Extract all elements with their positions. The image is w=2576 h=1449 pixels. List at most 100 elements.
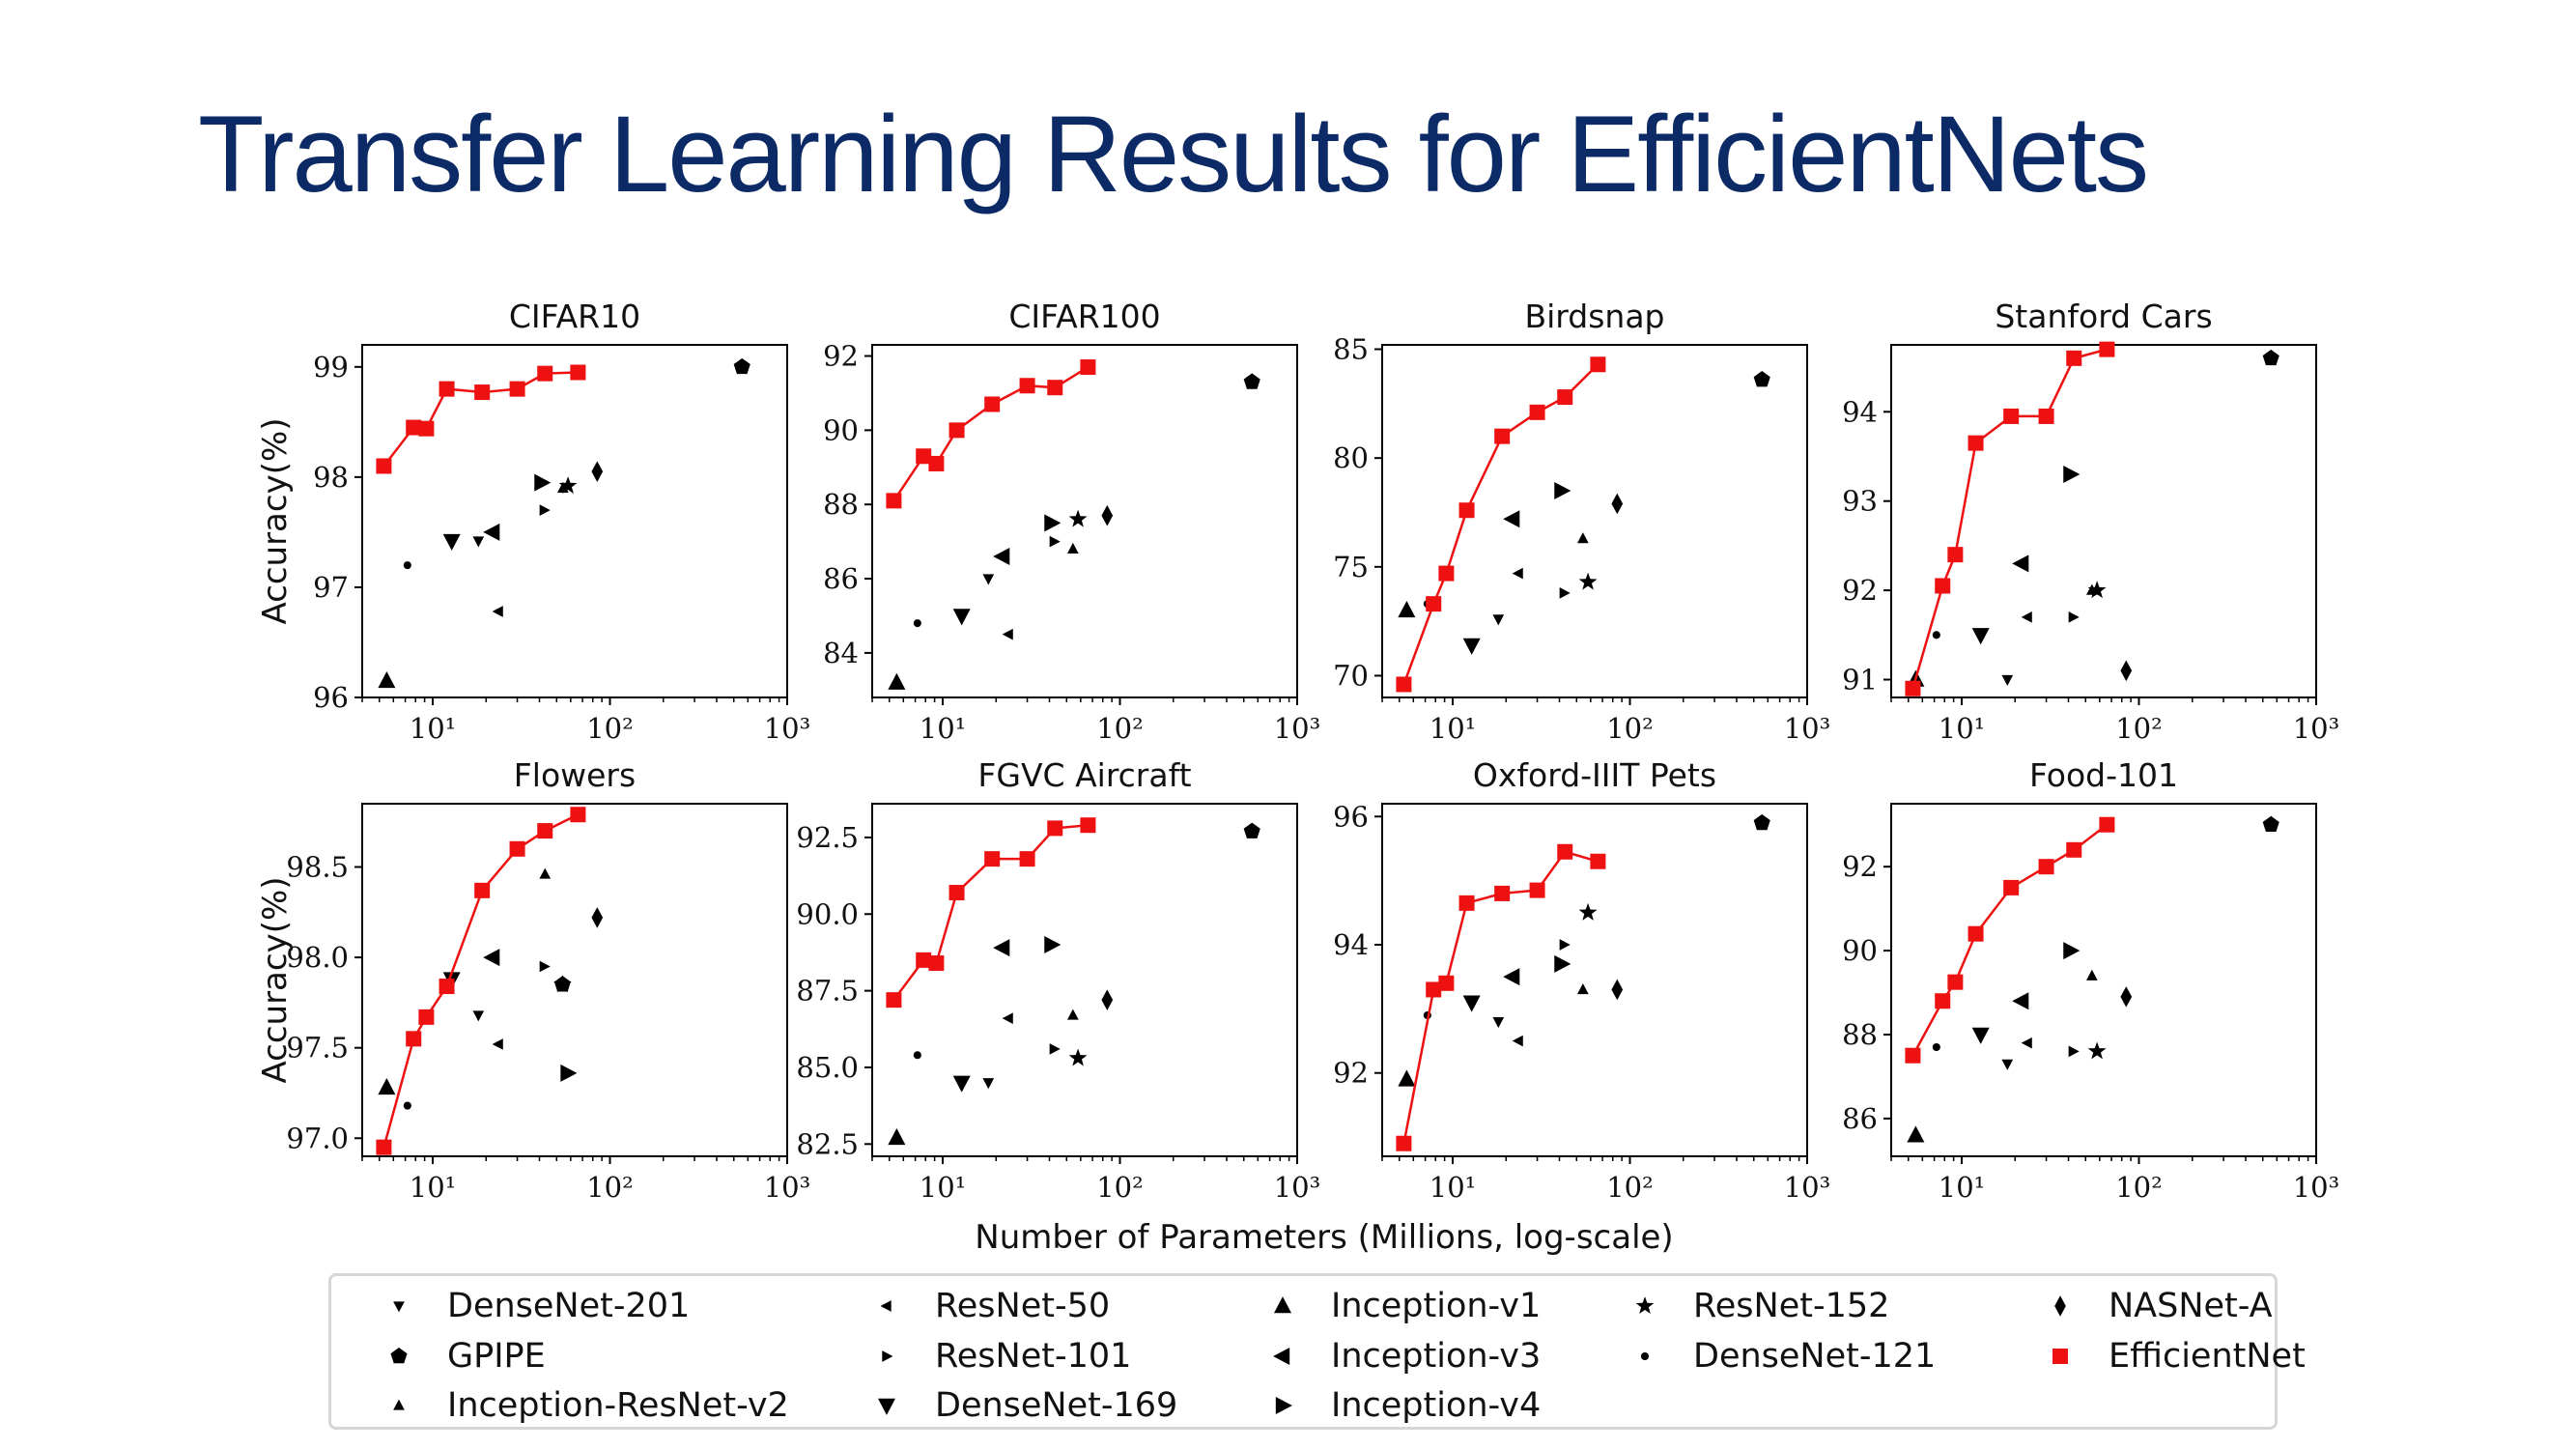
x-tick-label: 10² — [2115, 1171, 2163, 1204]
panel-birdsnap: Birdsnap 70 75 80 85 10¹ 10² 10³ — [1333, 298, 1830, 745]
point-efficientnet — [509, 840, 525, 857]
point-efficientnet — [570, 364, 586, 381]
x-tick-label: 10¹ — [920, 1171, 967, 1204]
point-inception-resnet-v2 — [1576, 983, 1589, 995]
point-efficientnet — [1080, 359, 1096, 376]
legend-label: Inception-v1 — [1331, 1287, 1542, 1325]
point-densenet-201 — [1492, 614, 1505, 626]
panel-title: FGVC Aircraft — [977, 756, 1191, 794]
x-tick-label: 10² — [586, 712, 634, 745]
legend-item-gpipe: GPIPE — [380, 1331, 546, 1381]
y-tick-label: 92 — [1333, 1057, 1369, 1090]
x-tick-label: 10³ — [764, 1171, 811, 1204]
point-densenet-121 — [1932, 631, 1940, 639]
point-efficientnet — [1557, 843, 1573, 860]
legend-marker-resnet-152 — [1635, 1296, 1655, 1315]
y-tick-label: 98.5 — [286, 851, 349, 884]
legend-marker-inception-v4 — [1275, 1397, 1292, 1414]
panel-title: Flowers — [514, 756, 636, 794]
y-tick-label: 94 — [1333, 928, 1369, 961]
y-tick-label: 88 — [823, 488, 859, 521]
point-efficientnet — [474, 384, 491, 401]
point-densenet-201 — [2001, 1059, 2014, 1070]
legend-marker-shape — [1273, 1348, 1290, 1365]
legend-marker-shape — [393, 1301, 405, 1313]
point-efficientnet — [1426, 596, 1442, 612]
point-resnet-101 — [1559, 939, 1571, 951]
point-densenet-121 — [403, 1101, 411, 1110]
y-tick-label: 92.5 — [796, 821, 859, 854]
x-tick-label: 10³ — [2293, 1171, 2340, 1204]
panel-title: Stanford Cars — [1995, 298, 2212, 335]
legend-item-densenet-121: DenseNet-121 — [1626, 1331, 1936, 1381]
y-tick-label: 98.0 — [286, 941, 349, 974]
point-efficientnet — [1557, 389, 1573, 406]
point-efficientnet — [537, 823, 553, 839]
legend-marker-gpipe — [390, 1348, 408, 1364]
plot-frame — [871, 803, 1298, 1157]
point-efficientnet — [1080, 817, 1096, 834]
point-inception-v1 — [378, 1077, 396, 1095]
point-densenet-169 — [1462, 638, 1481, 655]
point-inception-v1 — [378, 670, 396, 689]
point-efficientnet — [984, 396, 1001, 412]
point-efficientnet — [509, 381, 525, 397]
point-efficientnet — [984, 851, 1001, 867]
x-tick-label: 10² — [1606, 712, 1654, 745]
point-inception-v3 — [993, 939, 1010, 957]
x-tick-label: 10³ — [1784, 1171, 1831, 1204]
chart-legend: DenseNet-201 ResNet-50 Inception-v1 ResNet-… — [328, 1273, 2306, 1431]
point-resnet-101 — [539, 504, 551, 516]
point-efficientnet — [1590, 853, 1606, 869]
point-efficientnet — [1967, 925, 1984, 942]
point-efficientnet — [1947, 547, 1964, 563]
panel-oxford-iiit-pets: Oxford-IIIT Pets 92 94 96 10¹ 10² 10³ — [1333, 756, 1830, 1204]
point-gpipe — [1753, 371, 1770, 387]
legend-marker-resnet-101 — [882, 1350, 893, 1362]
point-efficientnet — [1905, 680, 1921, 696]
panel-title: Oxford-IIIT Pets — [1473, 756, 1716, 794]
point-resnet-50 — [492, 1038, 503, 1050]
point-efficientnet — [2003, 879, 2020, 895]
point-inception-resnet-v2 — [1576, 532, 1589, 544]
point-efficientnet — [1590, 356, 1606, 373]
slide-title: Transfer Learning Results for EfficientN… — [198, 94, 2149, 214]
point-efficientnet — [439, 979, 455, 995]
y-tick-label: 85.0 — [796, 1051, 859, 1084]
y-axis-label: Accuracy(%) — [256, 417, 295, 624]
plot-frame — [1381, 803, 1808, 1157]
point-densenet-169 — [1971, 1027, 1990, 1044]
point-nasnet-a — [591, 907, 604, 928]
point-densenet-121 — [913, 1051, 921, 1060]
legend-item-densenet-169: DenseNet-169 — [867, 1380, 1177, 1431]
point-nasnet-a — [591, 461, 604, 482]
y-axis-label: Accuracy(%) — [256, 876, 295, 1083]
legend-marker-inception-v1 — [1274, 1296, 1291, 1314]
point-inception-resnet-v2 — [1066, 542, 1079, 554]
point-efficientnet — [1529, 404, 1545, 420]
point-nasnet-a — [2120, 986, 2133, 1008]
panel-title: Food-101 — [2029, 756, 2178, 794]
point-efficientnet — [537, 365, 553, 382]
point-densenet-169 — [952, 609, 971, 626]
point-efficientnet — [406, 419, 422, 436]
point-resnet-152 — [1068, 509, 1088, 527]
y-tick-label: 97.0 — [286, 1122, 349, 1154]
point-resnet-101 — [1049, 535, 1061, 548]
y-tick-label: 86 — [823, 562, 859, 595]
legend-marker-inception-v3 — [1273, 1348, 1290, 1365]
point-inception-v3 — [483, 949, 500, 967]
point-efficientnet — [570, 807, 586, 823]
point-inception-v4 — [1554, 954, 1571, 973]
y-tick-label: 90 — [1842, 934, 1878, 967]
point-nasnet-a — [1611, 979, 1624, 1001]
point-efficientnet — [1396, 1135, 1412, 1151]
point-efficientnet — [1967, 435, 1984, 451]
point-densenet-201 — [472, 1010, 485, 1022]
legend-label: Inception-v3 — [1331, 1337, 1542, 1376]
point-efficientnet — [886, 992, 902, 1009]
legend-item-resnet-152: ResNet-152 — [1626, 1281, 1889, 1331]
plot-frame — [1381, 344, 1808, 698]
point-inception-v4 — [1044, 936, 1062, 953]
